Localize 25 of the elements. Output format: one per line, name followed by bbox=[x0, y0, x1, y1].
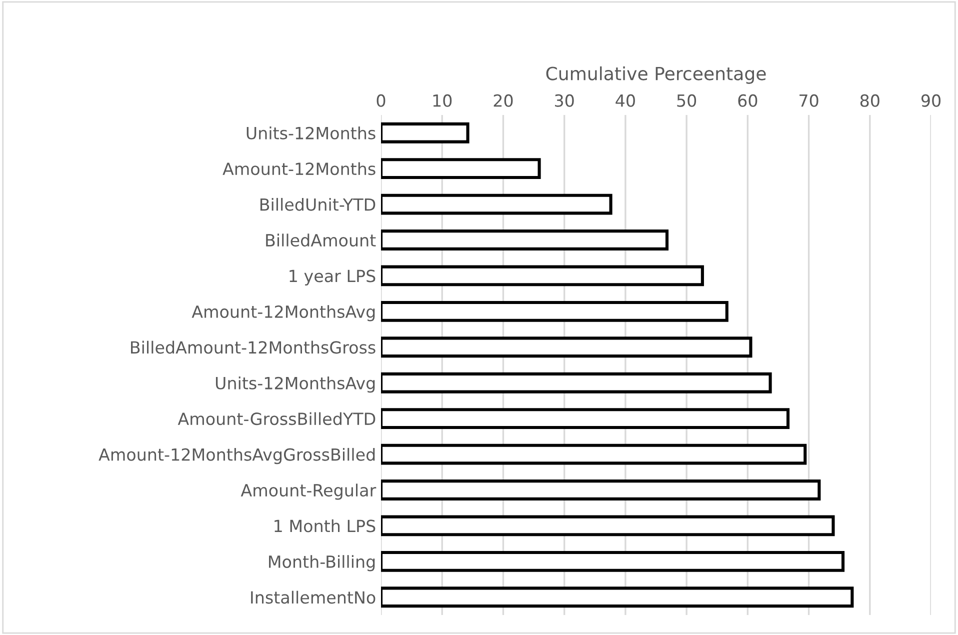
y-tick-label: Units-12Months bbox=[246, 126, 376, 140]
y-tick-label: Amount-12Months bbox=[222, 162, 376, 176]
y-tick-label: Units-12MonthsAvg bbox=[216, 376, 375, 393]
y-tick-label: InstallementNo bbox=[251, 590, 376, 604]
y-tick-label: Amount-12MonthsAvg bbox=[192, 305, 375, 322]
x-tick-label: 60 bbox=[738, 94, 758, 107]
y-tick-label: BilledUnit-YTD bbox=[260, 198, 376, 211]
y-tick-label: Amount-GrossBilledYTD bbox=[178, 412, 376, 426]
x-tick-label: 40 bbox=[616, 94, 635, 107]
y-tick-label: Month-Billing bbox=[269, 555, 375, 572]
x-tick-label: 70 bbox=[800, 94, 818, 107]
y-tick-label: BilledAmount-12MonthsGross bbox=[131, 340, 376, 354]
x-axis-title: Cumulative Perceentage bbox=[546, 66, 766, 84]
y-tick-label: 1 year LPS bbox=[290, 270, 376, 286]
y-tick-label: Amount-12MonthsAvgGrossBilled bbox=[98, 448, 375, 464]
x-tick-label: 80 bbox=[860, 94, 880, 107]
y-tick-label: Amount-Regular bbox=[240, 484, 376, 500]
x-tick-label: 30 bbox=[555, 94, 574, 107]
x-tick-label: 0 bbox=[376, 94, 386, 107]
x-tick-label: 20 bbox=[494, 94, 513, 107]
y-tick-label: BilledAmount bbox=[266, 234, 376, 247]
x-tick-label: 10 bbox=[433, 94, 452, 107]
y-tick-label: 1 Month LPS bbox=[274, 519, 376, 532]
x-tick-label: 50 bbox=[677, 94, 696, 107]
x-tick-label: 90 bbox=[921, 94, 940, 107]
